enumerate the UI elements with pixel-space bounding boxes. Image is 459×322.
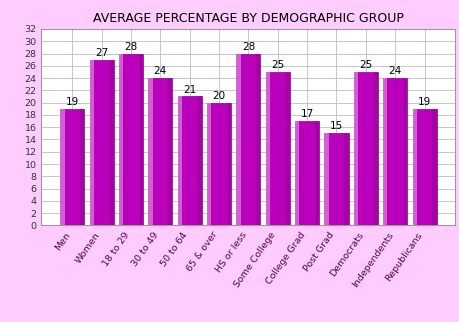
- Bar: [177, 97, 182, 225]
- Bar: [265, 72, 269, 225]
- Bar: [80, 109, 84, 225]
- Text: 19: 19: [66, 97, 78, 107]
- Bar: [168, 78, 172, 225]
- Text: 21: 21: [183, 85, 196, 95]
- Text: 25: 25: [358, 60, 372, 70]
- Bar: [294, 121, 319, 225]
- Bar: [177, 97, 202, 225]
- Bar: [353, 72, 358, 225]
- Bar: [226, 103, 230, 225]
- Bar: [314, 121, 319, 225]
- Text: 24: 24: [388, 66, 401, 76]
- Bar: [148, 78, 172, 225]
- Bar: [207, 103, 211, 225]
- Text: 19: 19: [417, 97, 430, 107]
- Bar: [431, 109, 436, 225]
- Bar: [265, 72, 289, 225]
- Text: 24: 24: [153, 66, 167, 76]
- Bar: [90, 60, 94, 225]
- Bar: [382, 78, 386, 225]
- Text: 28: 28: [124, 42, 137, 52]
- Text: 20: 20: [212, 91, 225, 101]
- Text: 15: 15: [329, 121, 342, 131]
- Bar: [402, 78, 406, 225]
- Bar: [294, 121, 299, 225]
- Bar: [236, 53, 260, 225]
- Bar: [412, 109, 416, 225]
- Bar: [148, 78, 152, 225]
- Bar: [60, 109, 64, 225]
- Bar: [343, 133, 348, 225]
- Bar: [353, 72, 377, 225]
- Bar: [236, 53, 240, 225]
- Bar: [324, 133, 348, 225]
- Bar: [138, 53, 143, 225]
- Bar: [382, 78, 406, 225]
- Bar: [256, 53, 260, 225]
- Text: 28: 28: [241, 42, 254, 52]
- Text: 17: 17: [300, 109, 313, 119]
- Bar: [109, 60, 113, 225]
- Bar: [119, 53, 143, 225]
- Bar: [324, 133, 328, 225]
- Text: 27: 27: [95, 48, 108, 58]
- Bar: [119, 53, 123, 225]
- Title: AVERAGE PERCENTAGE BY DEMOGRAPHIC GROUP: AVERAGE PERCENTAGE BY DEMOGRAPHIC GROUP: [93, 12, 403, 25]
- Bar: [207, 103, 230, 225]
- Bar: [197, 97, 202, 225]
- Bar: [90, 60, 113, 225]
- Bar: [412, 109, 436, 225]
- Text: 25: 25: [270, 60, 284, 70]
- Bar: [373, 72, 377, 225]
- Bar: [60, 109, 84, 225]
- Bar: [285, 72, 289, 225]
